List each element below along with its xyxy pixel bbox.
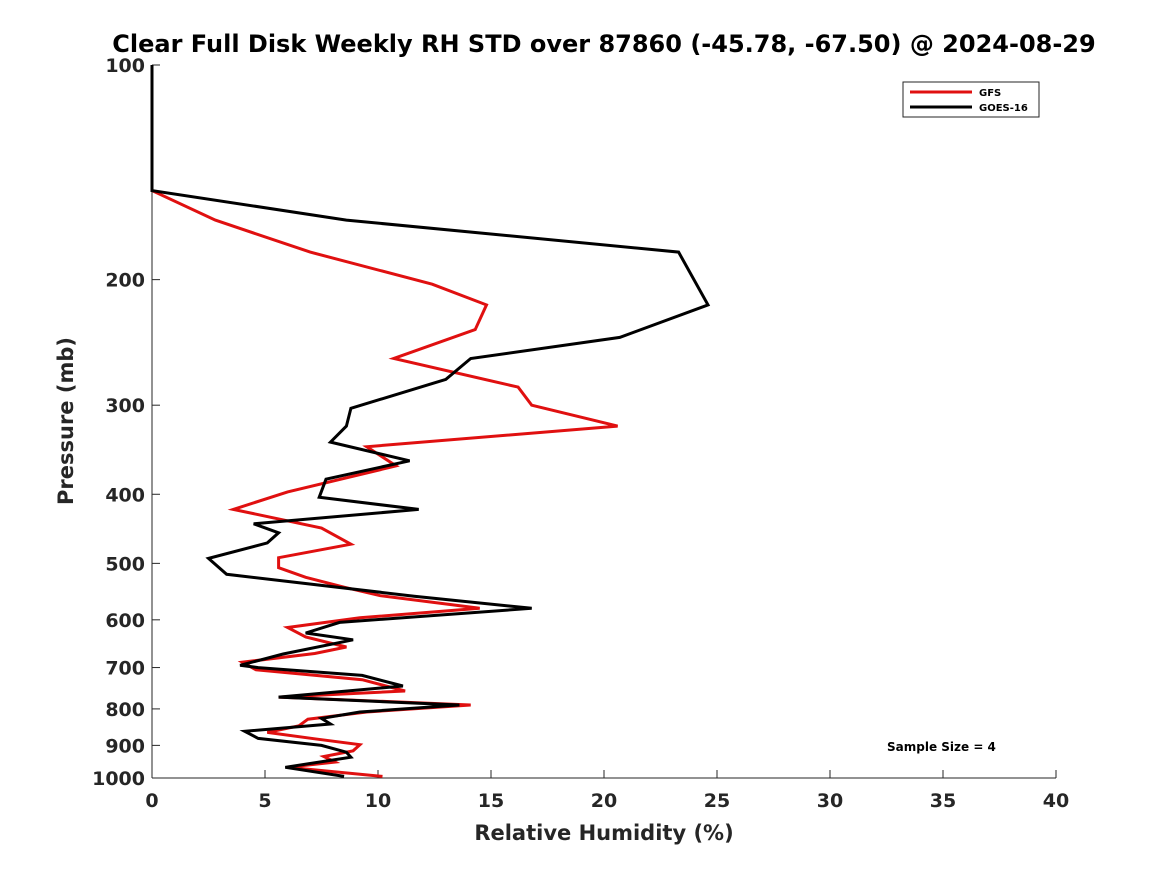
- x-tick-label: 30: [817, 790, 843, 812]
- x-tick-label: 40: [1043, 790, 1069, 812]
- series-group: [150, 65, 711, 778]
- y-axis-label: Pressure (mb): [54, 337, 78, 505]
- x-tick-label: 20: [591, 790, 617, 812]
- chart-title: Clear Full Disk Weekly RH STD over 87860…: [112, 30, 1095, 58]
- x-tick-label: 35: [930, 790, 956, 812]
- y-tick-label: 500: [105, 553, 145, 575]
- legend-goes-label: GOES-16: [979, 103, 1028, 114]
- y-tick-label: 300: [105, 395, 145, 417]
- y-tick-label: 900: [105, 735, 145, 757]
- series-line-goes-16: [150, 65, 711, 778]
- y-tick-label: 200: [105, 270, 145, 292]
- y-tick-label: 800: [105, 699, 145, 721]
- x-tick-label: 25: [704, 790, 730, 812]
- legend: GFS GOES-16: [902, 81, 1040, 118]
- legend-box: [902, 81, 1040, 118]
- y-tick-label: 1000: [92, 768, 145, 790]
- y-tick-label: 400: [105, 484, 145, 506]
- x-tick-label: 5: [258, 790, 271, 812]
- x-tick-label: 15: [478, 790, 504, 812]
- sample-size-annotation: Sample Size = 4: [887, 740, 996, 754]
- x-ticks: 0 5 10 15 20 25 30 35 40: [145, 770, 1069, 812]
- y-tick-label: 700: [105, 658, 145, 680]
- series-line-gfs: [150, 65, 618, 778]
- y-ticks: 100 200 300 400 500 600 700 800 900 1000: [92, 55, 160, 790]
- x-tick-label: 10: [365, 790, 391, 812]
- y-tick-label: 600: [105, 610, 145, 632]
- x-axis-label: Relative Humidity (%): [474, 821, 733, 845]
- legend-gfs-label: GFS: [979, 88, 1001, 99]
- y-tick-label: 100: [105, 55, 145, 77]
- x-tick-label: 0: [145, 790, 158, 812]
